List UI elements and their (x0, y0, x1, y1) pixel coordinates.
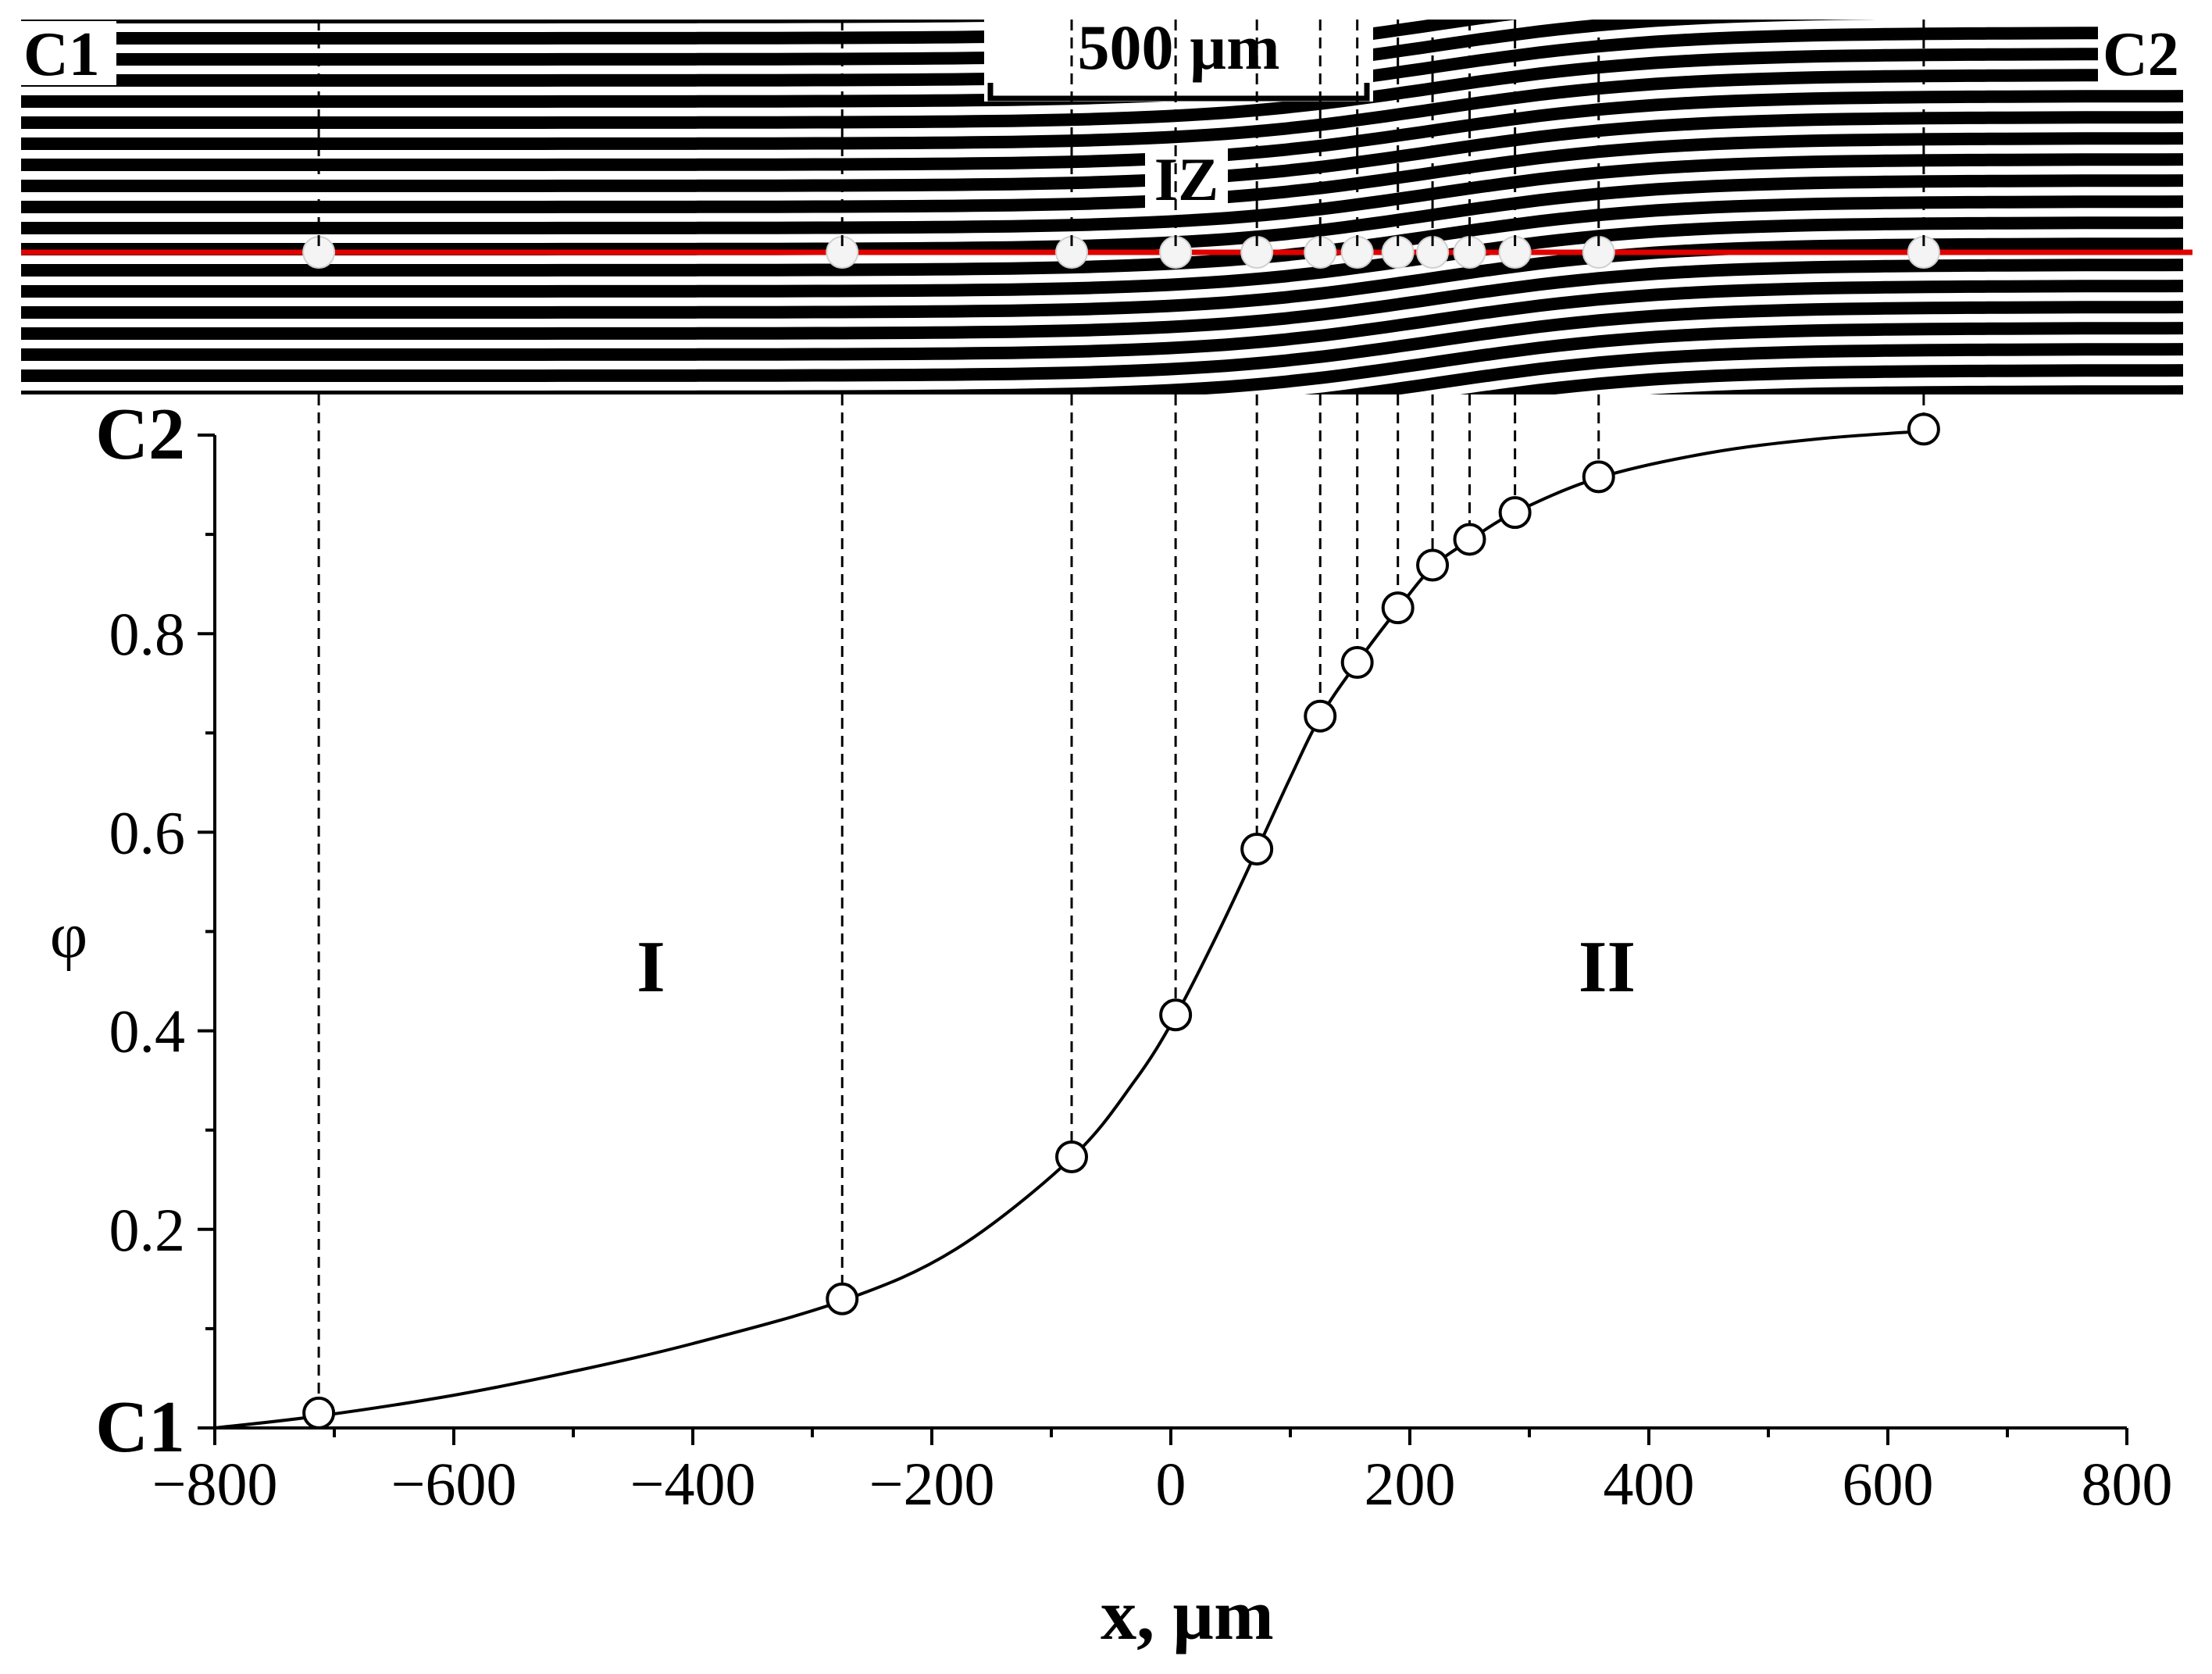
data-point (1582, 460, 1615, 494)
x-tick-label: 800 (2082, 1450, 2173, 1518)
x-axis-label: x, µm (1101, 1575, 1274, 1654)
micrograph-sample-points (302, 236, 1940, 269)
data-points (302, 412, 1940, 1430)
fit-curve (214, 429, 1925, 1430)
y-tick-label: 0.6 (109, 798, 186, 866)
x-tick-label: 400 (1604, 1450, 1695, 1518)
region-labels: I II (637, 926, 1636, 1008)
fringe-stripe (21, 20, 1876, 87)
data-point (1340, 646, 1374, 680)
y-tick-label: C1 (95, 1387, 185, 1468)
fringe-stripe (16, 427, 2183, 509)
c2-label-box (2098, 21, 2192, 85)
fringe-stripe (1649, 385, 2183, 394)
data-point (1240, 833, 1274, 866)
fringe-stripe (16, 491, 2183, 572)
x-axis-ticks: −800 −600 −400 −200 0 200 400 600 800 (152, 1428, 2173, 1518)
iz-label-box (1145, 148, 1228, 209)
x-tick-label: −400 (630, 1450, 756, 1518)
region-label: I (637, 926, 665, 1008)
x-tick-label: −800 (152, 1450, 278, 1518)
c1-label: C1 (23, 20, 100, 89)
x-tick-label: 0 (1156, 1450, 1186, 1518)
x-tick-label: 200 (1365, 1450, 1456, 1518)
fringe-stripe (16, 0, 2183, 2)
fringe-stripe (16, 512, 2183, 593)
y-tick-label: C2 (95, 394, 185, 475)
fringe-stripe (21, 259, 2183, 340)
fringe-stripe (21, 132, 2183, 213)
data-point (1304, 699, 1337, 733)
fringe-stripe (21, 69, 2183, 150)
data-point (1907, 412, 1940, 446)
data-point (1381, 591, 1415, 625)
fringe-stripe (21, 27, 2183, 108)
fringe-stripe (16, 554, 2183, 635)
fringe-stripe (21, 237, 2183, 319)
data-point (1453, 523, 1486, 556)
fringe-stripe (21, 174, 2183, 255)
y-tick-label: 0.2 (109, 1196, 186, 1264)
data-point (1416, 548, 1450, 582)
c2-label: C2 (2103, 20, 2179, 89)
micrograph-image: C1 C2 500 µm IZ (16, 0, 2192, 635)
fringe-stripe (16, 406, 2183, 487)
fringe-stripe (21, 90, 2183, 171)
fringe-stripe (21, 322, 2183, 394)
fringe-stripe (21, 111, 2183, 192)
fringe-stripe (21, 301, 2183, 382)
y-tick-label: 0.4 (109, 998, 186, 1065)
x-tick-label: −200 (869, 1450, 995, 1518)
fringe-stripe (1460, 364, 2183, 394)
c1-label-box (21, 21, 116, 85)
dashed-guide-lines (317, 20, 1925, 1413)
data-point (1498, 496, 1532, 530)
iz-label: IZ (1154, 145, 1218, 213)
y-tick-label: 0.8 (109, 600, 186, 668)
fringe-stripe (16, 469, 2183, 551)
fringe-stripe (21, 280, 2183, 361)
chart-area: −800 −600 −400 −200 0 200 400 600 800 C1 0.2 0.4 0.… (50, 20, 2173, 1654)
fringe-stripe (16, 448, 2183, 530)
y-axis-ticks: C1 0.2 0.4 0.6 0.8 C2 (95, 394, 215, 1468)
fringe-stripe (21, 216, 2183, 298)
fringe-stripe (21, 20, 1104, 23)
fringe-stripe (1304, 343, 2183, 394)
data-point (1055, 1140, 1089, 1174)
region-label: II (1579, 926, 1636, 1008)
data-point (302, 1396, 336, 1430)
x-tick-label: 600 (1843, 1450, 1934, 1518)
data-point (826, 1282, 859, 1315)
scale-bar (987, 83, 1370, 102)
data-point (1159, 998, 1193, 1032)
fringe-stripe (21, 153, 2183, 234)
x-tick-label: −600 (391, 1450, 517, 1518)
fringe-stripe (16, 533, 2183, 614)
y-axis-label: φ (50, 899, 87, 972)
scale-bar-label: 500 µm (1077, 12, 1279, 83)
scale-bar-box (984, 20, 1373, 102)
fringe-stripe (21, 195, 2183, 277)
fringe-stripe (21, 48, 2183, 129)
